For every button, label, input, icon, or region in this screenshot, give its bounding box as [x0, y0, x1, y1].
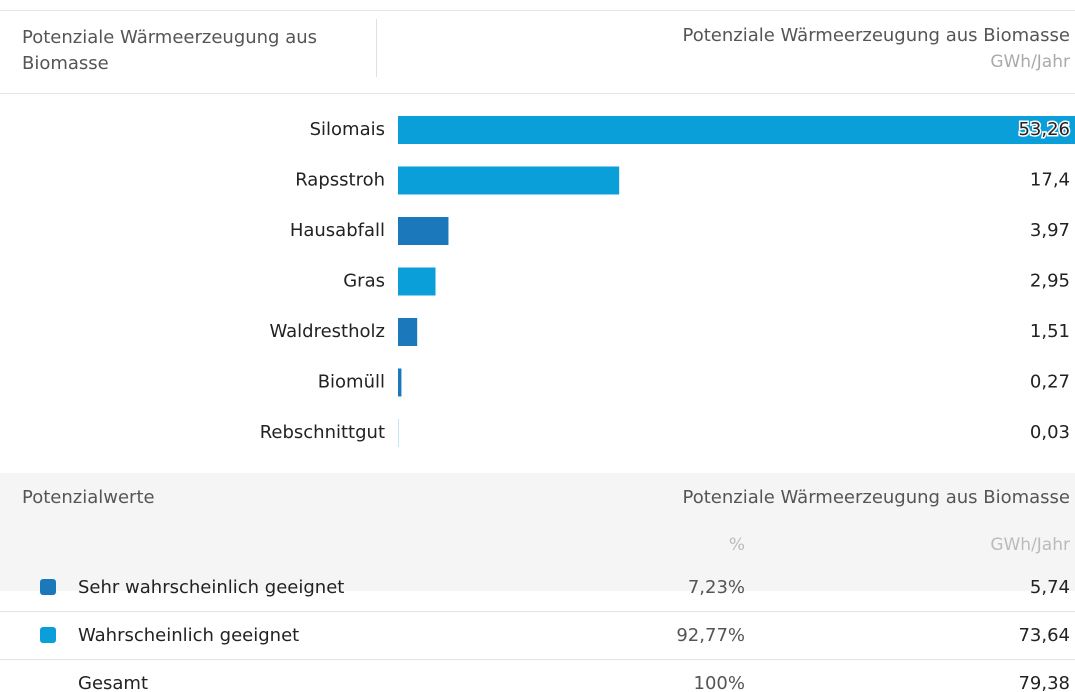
value-label: 1,51 [1030, 321, 1070, 342]
value-label: 2,95 [1030, 271, 1070, 292]
value-label: 0,03 [1030, 422, 1070, 443]
bar [398, 267, 436, 296]
legend-swatch [40, 579, 56, 595]
category-label: Rebschnittgut [260, 422, 385, 443]
column-title: Potenziale Wärmeerzeugung aus Biomasse [682, 487, 1070, 508]
unit-label: GWh/Jahr [990, 52, 1070, 72]
bar [398, 116, 1075, 144]
separator [376, 19, 377, 77]
unit-label: % [728, 535, 745, 555]
bar [398, 318, 418, 346]
bar [398, 217, 449, 245]
row-label: Wahrscheinlich geeignet [78, 625, 300, 646]
value-label: 0,27 [1030, 372, 1070, 393]
table-row: Sehr wahrscheinlich geeignet 7,23% 5,74 [0, 564, 1075, 612]
category-label: Hausabfall [290, 220, 385, 241]
value-label: 17,4 [1030, 170, 1070, 191]
category-label: Waldrestholz [270, 321, 386, 342]
table-row: Gesamt 100% 79,38 [0, 660, 1075, 692]
table-row: Wahrscheinlich geeignet 92,77% 73,64 [0, 612, 1075, 660]
table-header: Potenzialwerte Potenziale Wärmeerzeugung… [0, 473, 1075, 591]
row-percent: 100% [693, 673, 745, 692]
row-value: 79,38 [1018, 673, 1070, 692]
unit-label: GWh/Jahr [990, 535, 1070, 555]
header-title: Potenziale Wärmeerzeugung aus Biomasse [22, 27, 318, 74]
category-label: Gras [343, 271, 385, 292]
row-percent: 92,77% [676, 625, 745, 646]
header: Potenziale Wärmeerzeugung aus Biomasse P… [0, 10, 1075, 94]
table-title: Potenzialwerte [22, 487, 155, 508]
bar [398, 368, 402, 397]
value-label: 3,97 [1030, 220, 1070, 241]
bar [398, 419, 399, 447]
row-value: 73,64 [1018, 625, 1070, 646]
category-label: Biomüll [318, 372, 385, 393]
category-label: Rapsstroh [295, 170, 385, 191]
row-percent: 7,23% [687, 577, 745, 598]
category-label: Silomais [310, 119, 385, 140]
legend-swatch [40, 627, 56, 643]
bar [398, 166, 620, 195]
row-label: Gesamt [78, 673, 149, 692]
column-title: Potenziale Wärmeerzeugung aus Biomasse [682, 25, 1070, 46]
chart: Silomais 53,26 Rapsstroh 17,4 Hausabfall 3,97… [260, 116, 1075, 447]
row-value: 5,74 [1029, 577, 1070, 598]
value-label: 53,26 [1018, 119, 1070, 140]
row-label: Sehr wahrscheinlich geeignet [78, 577, 345, 598]
